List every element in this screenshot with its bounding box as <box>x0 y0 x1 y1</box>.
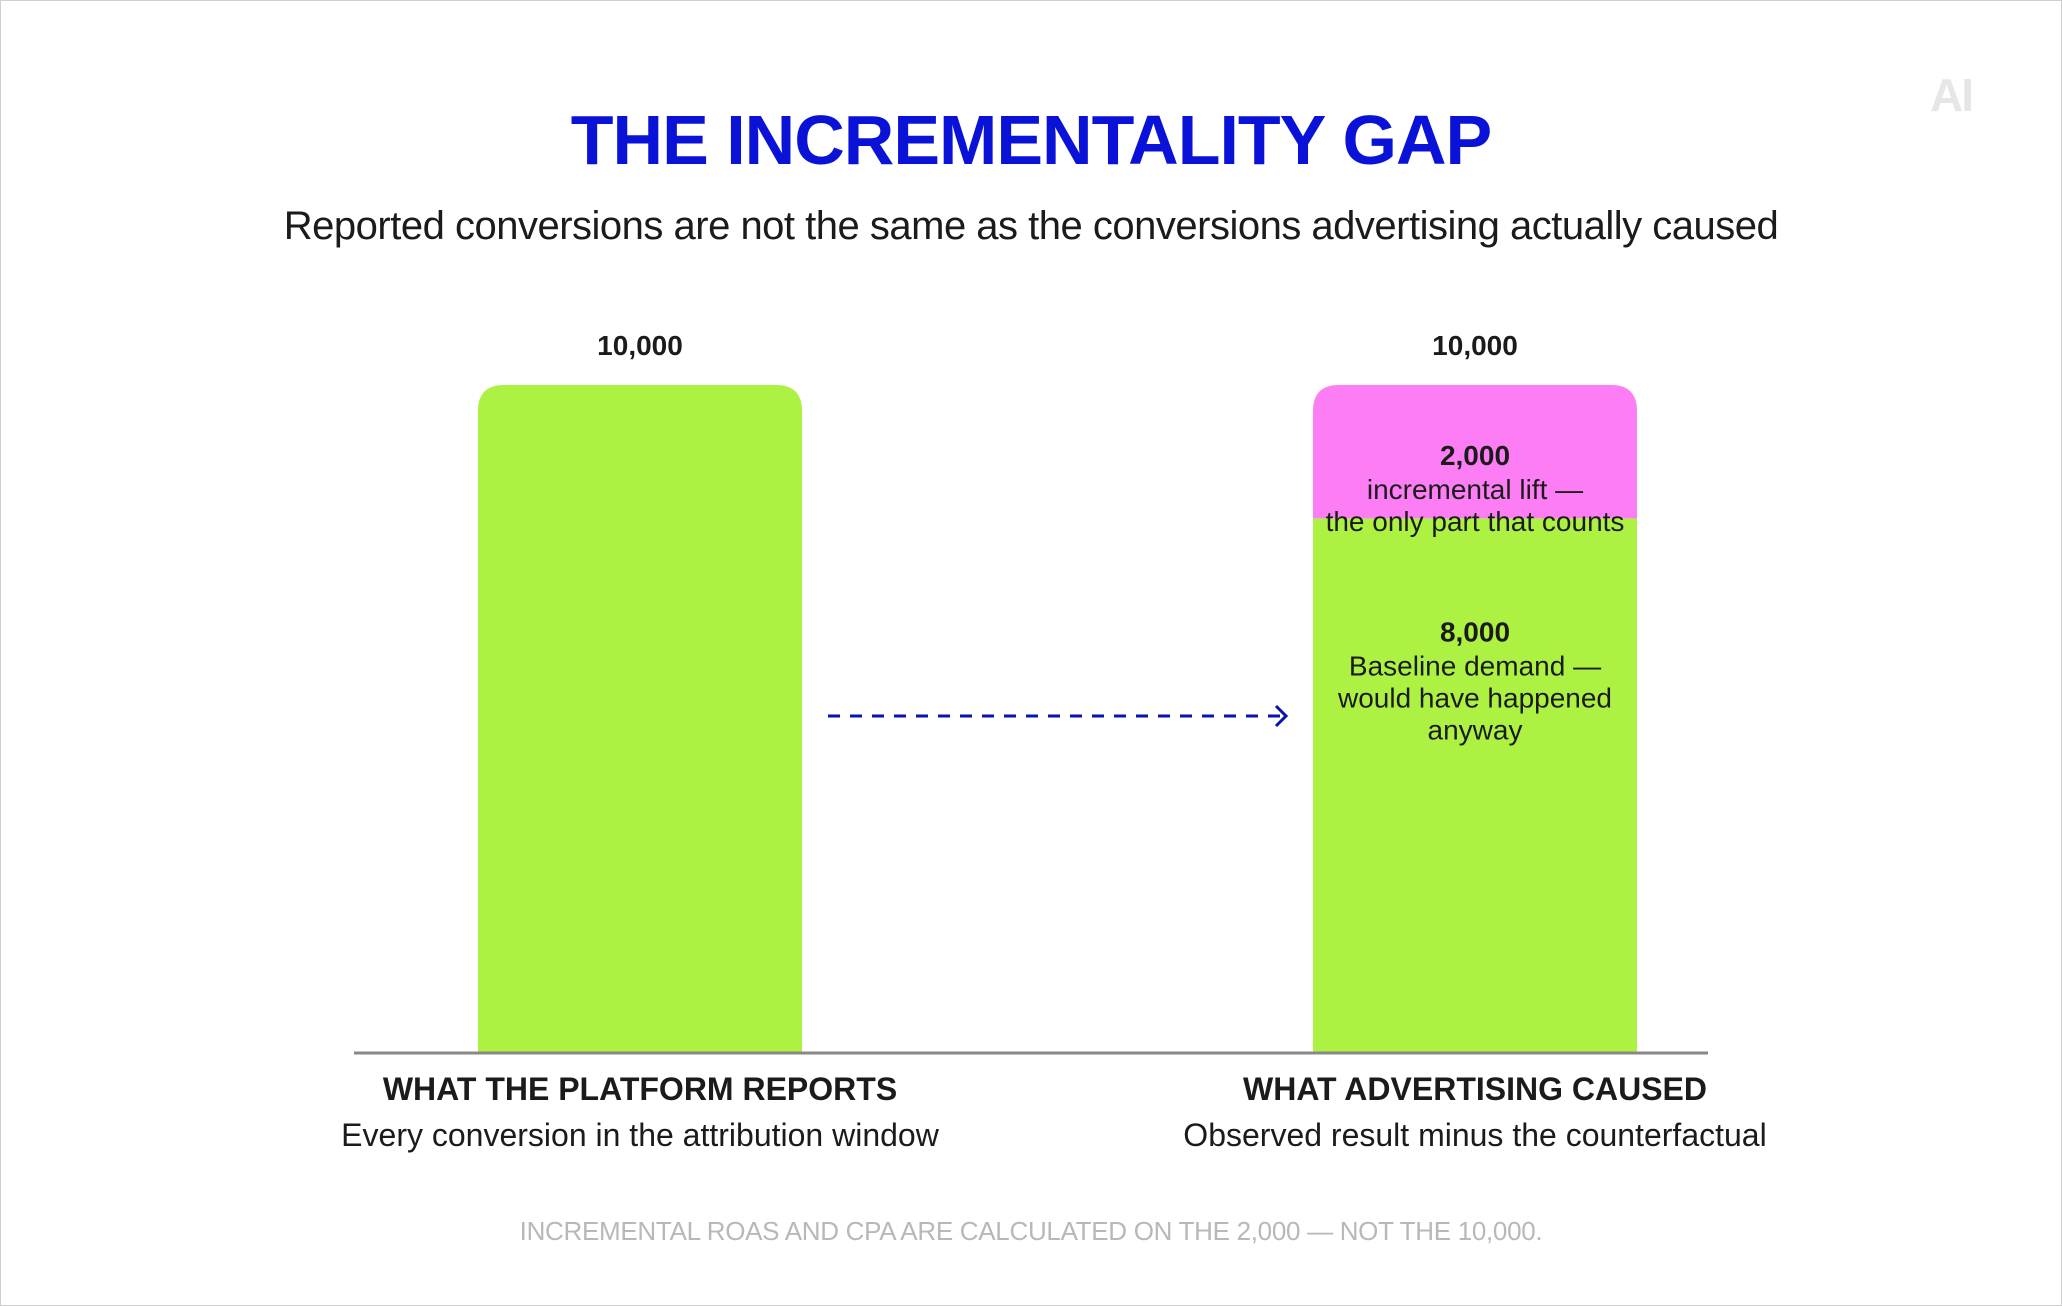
bar-1-segment-1-text-1: the only part that counts <box>1326 506 1625 537</box>
category-1-description: Observed result minus the counterfactual <box>1183 1117 1766 1153</box>
bar-1-segment-0-value-label: 8,000 <box>1440 616 1510 647</box>
category-1-name: WHAT ADVERTISING CAUSED <box>1243 1071 1707 1107</box>
bar-1-total-label: 10,000 <box>1432 330 1518 361</box>
bar-1-segment-0-text-0: Baseline demand — <box>1349 650 1601 681</box>
bar-0-segment-0 <box>478 385 802 1052</box>
bar-1-segment-1 <box>1313 385 1637 519</box>
category-0-name: WHAT THE PLATFORM REPORTS <box>383 1071 897 1107</box>
bar-1-segment-0-text-1: would have happened <box>1337 682 1612 713</box>
chart-subtitle: Reported conversions are not the same as… <box>283 204 1779 248</box>
brand-logo: AI <box>1930 69 1974 121</box>
bar-1-segment-0-text-2: anyway <box>1428 714 1523 745</box>
bar-1-segment-1-text-0: incremental lift — <box>1367 474 1583 505</box>
bar-0-total-label: 10,000 <box>597 330 683 361</box>
bar-1-segment-1-value-label: 2,000 <box>1440 440 1510 471</box>
footnote: INCREMENTAL ROAS AND CPA ARE CALCULATED … <box>519 1216 1543 1246</box>
category-0-description: Every conversion in the attribution wind… <box>341 1117 940 1153</box>
arrow-head-icon <box>1274 704 1289 728</box>
chart-title: THE INCREMENTALITY GAP <box>570 101 1492 179</box>
bar-1-segment-0 <box>1313 518 1637 1052</box>
